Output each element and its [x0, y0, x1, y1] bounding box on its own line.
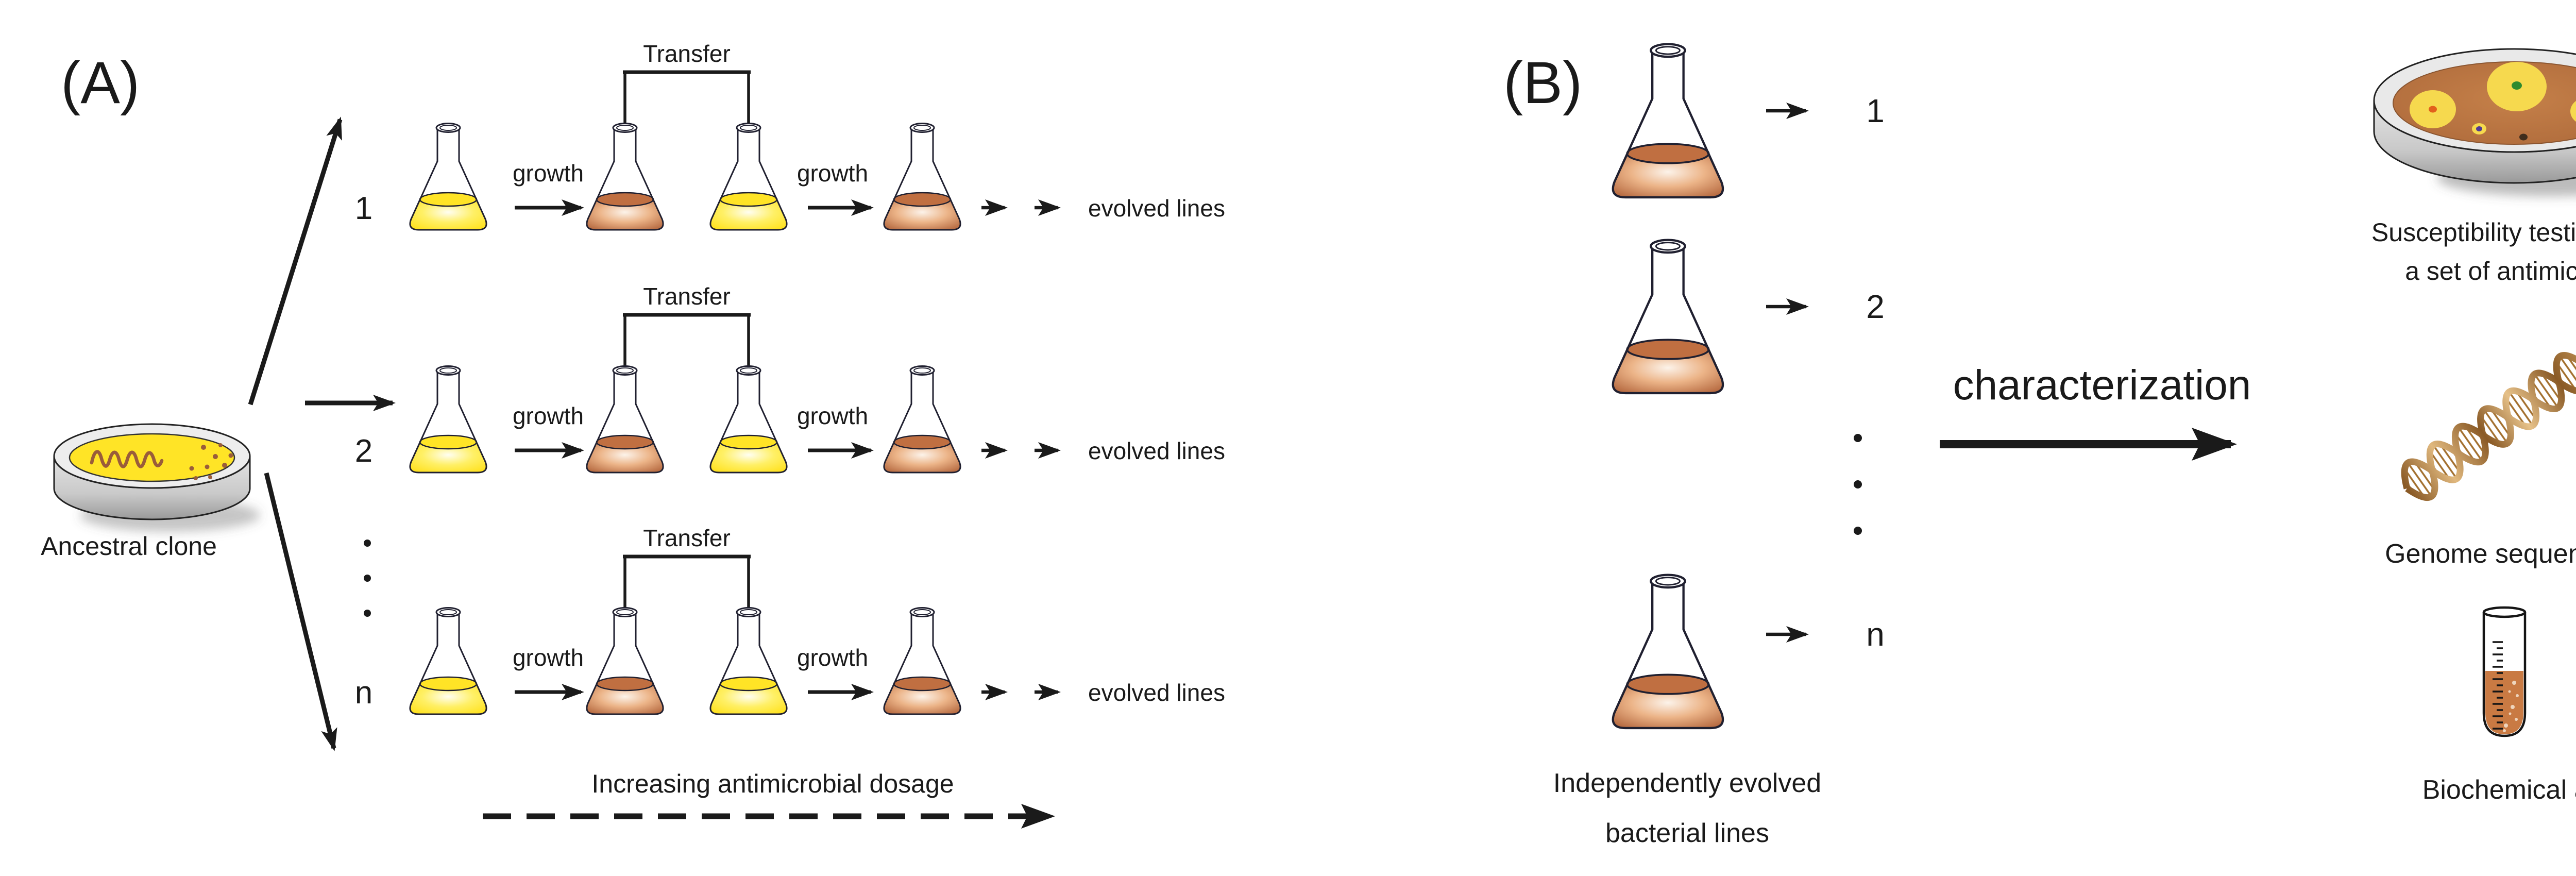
- evolved-flask-icon: [1613, 44, 1723, 197]
- biochemical-caption: Biochemical assays: [2422, 775, 2576, 805]
- growth-label: growth: [797, 160, 868, 187]
- evolved-lines-label: evolved lines: [1088, 437, 1225, 464]
- transfer-bracket: [623, 70, 755, 167]
- row-index: n: [355, 675, 372, 711]
- tube-rim: [2482, 606, 2527, 618]
- susceptibility-petri-icon: [2373, 48, 2576, 196]
- evolution-row-n: n growth Transfer growth evolved lines: [355, 525, 1225, 715]
- evolution-row-1: 1 growth Transfer growth evolved lines: [355, 40, 1225, 231]
- bacterial-streak: [90, 450, 164, 468]
- susceptibility-caption-line1: Susceptibility testing across: [2371, 218, 2576, 247]
- transfer-bracket: [623, 554, 755, 651]
- flask-yellow-icon: [709, 607, 788, 715]
- line-index: 2: [1866, 288, 1885, 325]
- independently-evolved-caption-line2: bacterial lines: [1605, 818, 1769, 848]
- flask-yellow-icon: [409, 365, 487, 474]
- growth-label: growth: [797, 644, 868, 671]
- flask-brown-icon: [883, 365, 961, 474]
- dna-helix-icon: [2401, 334, 2576, 501]
- flask-brown-icon: [586, 607, 664, 715]
- panel-b: (B) 1 2 n Independently evolved bacteria…: [1503, 44, 2576, 848]
- growth-label: growth: [513, 160, 584, 187]
- tube-liquid: [2485, 671, 2523, 734]
- test-tube-icon: [2482, 606, 2527, 737]
- ancestral-petri-dish-icon: [53, 423, 260, 532]
- dna-strand: [2405, 334, 2576, 501]
- inhibition-zones: [2410, 62, 2576, 141]
- transfer-bracket: [623, 313, 755, 410]
- evolved-lines-label: evolved lines: [1088, 679, 1225, 706]
- line-index: 1: [1866, 92, 1885, 129]
- flask-brown-icon: [883, 607, 961, 715]
- transfer-label: Transfer: [643, 283, 731, 310]
- susceptibility-caption-line2: a set of antimicrobials: [2405, 257, 2576, 285]
- evolved-lines-label: evolved lines: [1088, 195, 1225, 222]
- tube-outline: [2482, 612, 2527, 737]
- transfer-label: Transfer: [643, 525, 731, 551]
- growth-label: growth: [513, 644, 584, 671]
- dna-rungs: [2404, 338, 2576, 498]
- row-index: 1: [355, 191, 372, 226]
- tube-graduations: [2493, 641, 2503, 730]
- characterization-label: characterization: [1953, 362, 2251, 409]
- tube-bubbles: [2503, 681, 2519, 732]
- flask-yellow-icon: [709, 123, 788, 231]
- lines-ellipsis-dots: [1854, 434, 1862, 535]
- dosage-label: Increasing antimicrobial dosage: [591, 769, 954, 798]
- growth-label: growth: [797, 402, 868, 429]
- flask-yellow-icon: [709, 365, 788, 474]
- transfer-label: Transfer: [643, 40, 731, 67]
- bacterial-colonies: [189, 443, 233, 480]
- row-index: 2: [355, 433, 372, 469]
- panel-a-label: (A): [61, 50, 140, 116]
- ancestral-clone-label: Ancestral clone: [41, 532, 217, 561]
- evolution-row-2: 2 growth Transfer growth evolved lines: [355, 283, 1225, 474]
- evolved-flask-icon: [1613, 240, 1723, 393]
- evolved-flask-icon: [1613, 575, 1723, 728]
- line-index: n: [1866, 616, 1885, 653]
- flask-brown-icon: [586, 123, 664, 231]
- flask-yellow-icon: [409, 607, 487, 715]
- split-arrow-down: [264, 472, 337, 751]
- independently-evolved-caption-line1: Independently evolved: [1553, 768, 1821, 798]
- flask-brown-icon: [883, 123, 961, 231]
- flask-brown-icon: [586, 365, 664, 474]
- flask-yellow-icon: [409, 123, 487, 231]
- genome-caption: Genome sequence analysis: [2385, 539, 2576, 569]
- panel-a: (A) Ancestral clone 1 growth Transfer: [41, 40, 1225, 829]
- growth-label: growth: [513, 402, 584, 429]
- rows-ellipsis-dots: [364, 540, 371, 617]
- panel-b-label: (B): [1503, 50, 1582, 116]
- split-arrow-up: [248, 116, 343, 406]
